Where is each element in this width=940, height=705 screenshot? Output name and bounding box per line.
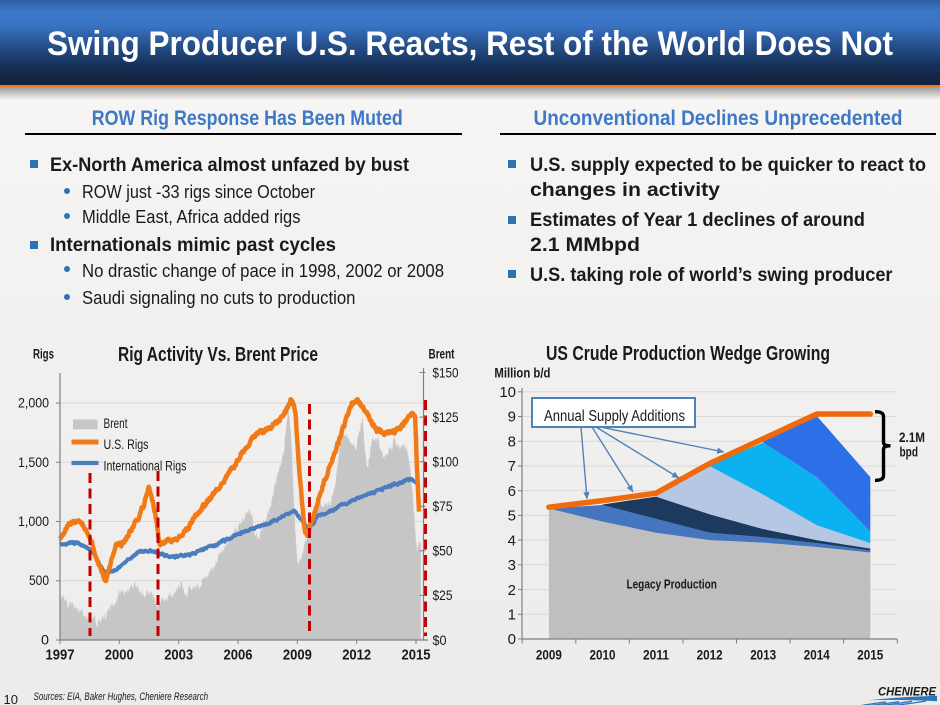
- svg-text:$0: $0: [433, 632, 447, 648]
- svg-text:4: 4: [508, 532, 516, 549]
- svg-text:2.1M: 2.1M: [899, 430, 925, 445]
- svg-text:0: 0: [508, 631, 516, 648]
- svg-text:International Rigs: International Rigs: [104, 458, 187, 474]
- svg-text:2015: 2015: [857, 648, 883, 663]
- svg-text:8: 8: [508, 433, 516, 450]
- svg-text:2009: 2009: [283, 648, 312, 664]
- svg-text:$150: $150: [433, 364, 459, 380]
- svg-text:Brent: Brent: [104, 415, 128, 431]
- svg-text:2010: 2010: [590, 648, 616, 663]
- svg-text:0: 0: [41, 632, 49, 648]
- svg-text:10: 10: [4, 692, 18, 705]
- svg-text:2006: 2006: [224, 648, 253, 664]
- svg-text:$125: $125: [433, 409, 459, 425]
- svg-text:1997: 1997: [46, 648, 75, 664]
- svg-text:1,500: 1,500: [18, 454, 49, 470]
- svg-text:U.S. Rigs: U.S. Rigs: [104, 436, 149, 452]
- svg-text:10: 10: [499, 384, 516, 401]
- svg-text:2013: 2013: [750, 648, 776, 663]
- svg-text:2003: 2003: [164, 648, 193, 664]
- svg-text:1: 1: [508, 607, 516, 624]
- svg-text:1,000: 1,000: [18, 513, 49, 529]
- svg-text:5: 5: [508, 508, 516, 525]
- svg-text:bpd: bpd: [900, 445, 919, 460]
- svg-text:Rigs: Rigs: [33, 347, 54, 362]
- svg-text:2009: 2009: [536, 648, 562, 663]
- svg-text:2: 2: [508, 582, 516, 599]
- svg-text:$50: $50: [433, 543, 453, 559]
- svg-text:$75: $75: [433, 498, 453, 514]
- svg-text:CHENIERE: CHENIERE: [878, 687, 936, 699]
- svg-text:2011: 2011: [643, 648, 669, 663]
- svg-text:$25: $25: [433, 587, 453, 603]
- svg-text:$100: $100: [433, 454, 459, 470]
- svg-text:Rig Activity Vs. Brent Price: Rig Activity Vs. Brent Price: [118, 344, 318, 366]
- svg-text:Sources: EIA, Baker Hughes, Ch: Sources: EIA, Baker Hughes, Cheniere Res…: [34, 691, 209, 703]
- svg-text:2012: 2012: [342, 648, 371, 664]
- svg-text:7: 7: [508, 458, 516, 475]
- svg-text:2014: 2014: [804, 648, 830, 663]
- svg-text:2000: 2000: [105, 648, 134, 664]
- svg-text:2015: 2015: [402, 648, 431, 664]
- svg-text:Million b/d: Million b/d: [494, 366, 550, 381]
- svg-text:Brent: Brent: [429, 347, 455, 362]
- svg-text:Annual Supply Additions: Annual Supply Additions: [544, 408, 685, 425]
- svg-text:2012: 2012: [697, 648, 723, 663]
- svg-text:6: 6: [508, 483, 516, 500]
- svg-text:500: 500: [29, 572, 49, 588]
- svg-text:3: 3: [508, 557, 516, 574]
- svg-text:Legacy Production: Legacy Production: [626, 577, 717, 592]
- svg-text:9: 9: [508, 409, 516, 426]
- svg-text:2,000: 2,000: [18, 395, 49, 411]
- svg-text:US Crude Production Wedge Grow: US Crude Production Wedge Growing: [546, 343, 830, 365]
